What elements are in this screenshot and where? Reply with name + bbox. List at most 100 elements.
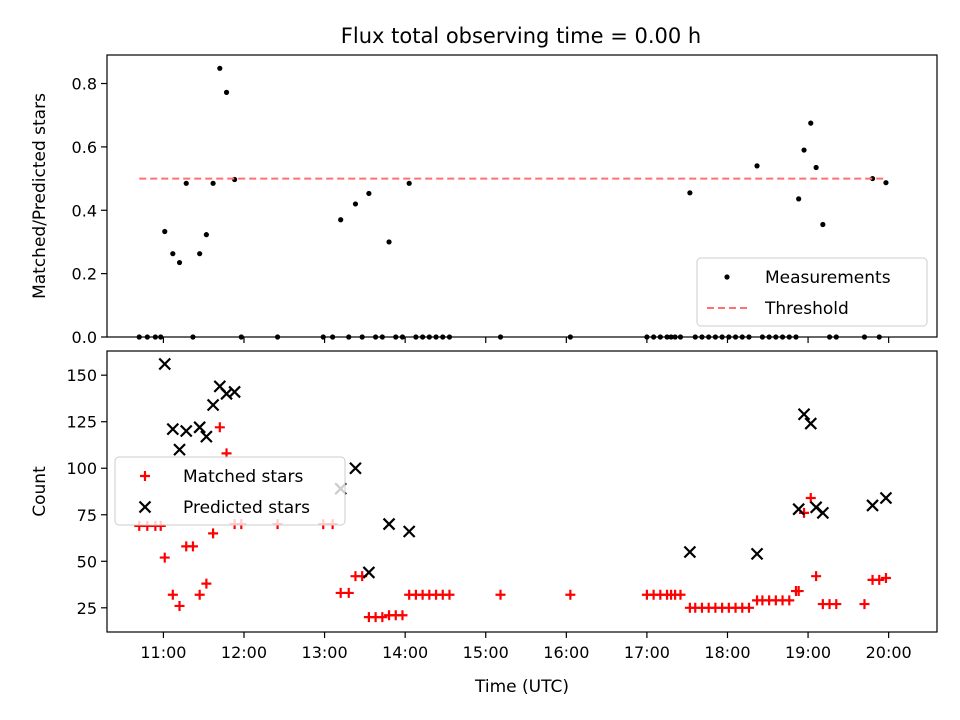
ratio-legend-box [696,257,928,327]
predicted-star-point [750,547,764,561]
measurement-point [210,180,216,186]
matched-star-point [159,552,170,563]
matched-star-point [743,602,754,613]
ratio-legend-swatch [724,274,730,280]
predicted-star-point [866,499,879,512]
measurement-point [170,251,176,257]
predicted-star-point [179,424,193,438]
count-x-tick-label: 13:00 [302,643,348,662]
predicted-star-point [193,421,206,434]
count-y-tick-label: 100 [66,459,97,478]
count-y-tick-label: 25 [77,599,97,618]
count-y-tick-label: 75 [77,506,97,525]
ratio-y-tick-label: 0.2 [72,265,97,284]
matched-star-point [805,493,816,504]
predicted-star-point [792,502,805,516]
predicted-star-point [804,417,818,430]
count-legend-label: Matched stars [183,467,303,487]
ratio-legend-label: Measurements [765,268,891,288]
measurement-point [203,232,209,238]
predicted-star-point [816,506,830,520]
ratio-legend-label: Threshold [764,299,849,319]
matched-star-point [880,573,891,584]
measurement-point [820,221,826,228]
matched-star-point [187,541,198,552]
count-x-tick-label: 19:00 [785,643,831,662]
figure-title: Flux total observing time = 0.00 h [341,24,701,48]
predicted-star-point [349,461,362,475]
measurement-point [176,259,183,266]
measurement-point [197,251,203,257]
count-plot-frame [106,350,938,633]
count-y-axis: 25 50 75 100 125 150 [66,366,107,618]
matched-star-point [214,422,225,433]
predicted-star-point [382,517,396,531]
measurement-point [808,120,814,126]
matched-star-point [174,600,185,611]
matched-star-point [201,578,212,589]
ratio-y-tick-label: 0.8 [72,75,97,94]
count-legend-box [114,456,346,526]
predicted-star-point [173,443,186,456]
ratio-panel: 0.00.20.40.60.8 Matched/Predicted stars … [30,54,938,347]
count-legend: Matched stars Predicted stars [114,456,346,526]
count-x-tick-label: 18:00 [704,643,750,662]
count-x-tick-label: 17:00 [624,643,670,662]
measurement-point [406,180,412,186]
measurement-point [796,196,802,202]
matched-star-point [444,589,455,600]
predicted-star-point [362,566,376,579]
measurement-point [754,163,760,169]
predicted-star-point [166,422,180,436]
count-y-tick-label: 50 [77,552,97,571]
measurement-point [217,65,223,71]
ratio-legend: Measurements Threshold [696,257,928,327]
measurement-point [883,180,889,186]
predicted-star-point [402,525,416,538]
measurement-point [386,239,392,245]
matched-star-point [495,589,506,600]
matched-star-point [675,589,686,600]
ratio-y-axis: 0.0 0.2 0.4 0.6 0.8 [72,75,107,347]
matched-star-point [377,612,388,623]
matched-star-point [831,599,842,610]
count-x-tick-label: 20:00 [866,643,912,662]
measurement-point [813,164,819,171]
count-x-tick-label: 15:00 [463,643,509,662]
ratio-x-axis [162,337,890,343]
matched-star-point [565,589,576,600]
matched-star-point [194,589,205,600]
count-y-axis-label: Count [30,466,50,517]
ratio-y-tick-label: 0.0 [72,328,97,347]
matched-star-point [208,528,219,539]
measurement-point [352,201,359,207]
count-x-axis-label: Time (UTC) [474,677,569,697]
count-panel: 25 50 75 100 125 150 11:00 12:00 13:00 14:00 15:0… [30,350,938,697]
measurement-point [869,175,876,182]
count-x-tick-label: 16:00 [543,643,589,662]
count-x-tick-label: 12:00 [221,643,267,662]
matched-star-point [167,589,178,600]
measurement-point [223,89,230,95]
matched-star-point [397,610,408,621]
matched-star-point [859,599,870,610]
measurement-point [687,190,693,196]
count-x-tick-label: 11:00 [140,643,186,662]
matched-star-point [784,595,795,606]
measurement-point [338,217,344,223]
matched-star-point [799,507,810,518]
matched-star-point [793,586,804,597]
ratio-y-tick-label: 0.6 [72,138,97,157]
count-legend-swatch [138,500,152,514]
predicted-star-point [879,491,893,505]
count-x-tick-label: 14:00 [382,643,428,662]
matched-star-point [343,587,354,598]
measurement-point [801,147,807,153]
count-legend-label: Predicted stars [183,498,310,518]
count-y-tick-label: 125 [66,413,97,432]
measurement-point [162,228,168,235]
count-y-tick-label: 150 [66,366,97,385]
measurement-point [366,190,372,197]
predicted-star-point [200,430,213,443]
